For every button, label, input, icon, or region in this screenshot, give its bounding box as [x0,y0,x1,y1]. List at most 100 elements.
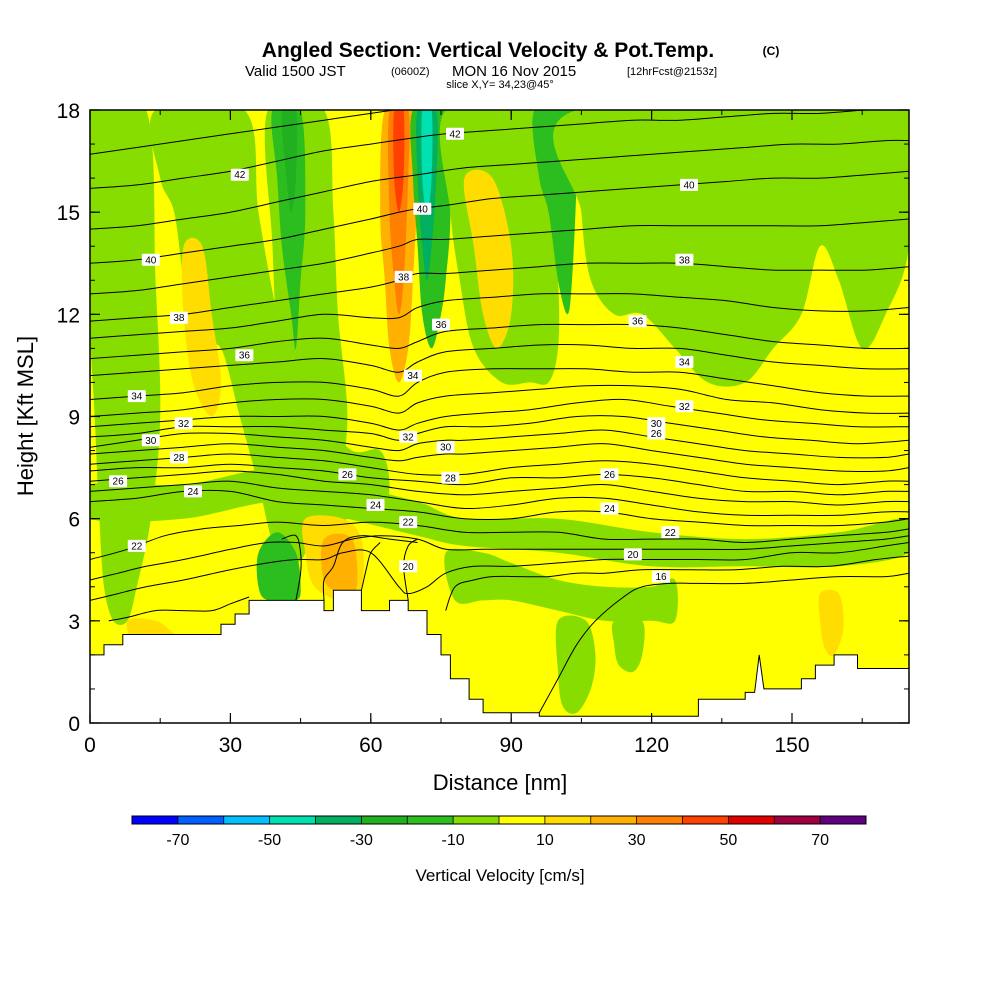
contour-label-42: 42 [230,168,249,181]
contour-label-30: 30 [141,434,160,447]
theta-contour-38 [90,262,909,322]
colorbar-tick-label: 70 [811,832,829,849]
velocity-region-updraft-surface-158 [818,589,844,657]
chart-title: Angled Section: Vertical Velocity & Pot.… [262,39,714,62]
theta-contour-26 [90,470,909,506]
colorbar-swatch [407,816,454,824]
x-axis: 0 30 60 90 120 150 [84,110,863,757]
velocity-region-mid-layer-sink [90,467,909,568]
x-tick-label: 150 [774,734,809,757]
velocity-region-updraft-right-mid [463,169,514,349]
x-tick-label: 30 [219,734,242,757]
contour-label-42b: 42 [446,127,464,140]
theta-contour-unlabeled-11 [108,596,250,622]
contour-label-text: 30 [651,419,663,430]
theta-contour-30 [90,429,909,459]
contour-label-34c: 34 [675,356,694,369]
colorbar: -70 -50 -30 -10 10 30 50 70 [131,815,867,849]
contour-label-text: 32 [679,402,691,413]
contour-label-40: 40 [141,253,160,266]
contour-label-34b: 34 [403,369,422,382]
contour-label-24b: 24 [366,499,385,512]
velocity-region-downdraft-plume-left [149,110,315,564]
colorbar-tick-label: -70 [166,832,189,849]
contour-label-text: 16 [655,572,667,583]
theta-contour-16 [538,572,909,714]
theta-contour-unlabeled-15 [403,538,418,601]
theta-contour-layer [90,110,909,714]
colorbar-swatch [590,816,637,824]
colorbar-swatch [315,816,362,824]
contour-label-text: 28 [445,473,457,484]
y-tick-label: 12 [57,304,80,327]
theta-contour-unlabeled-8 [90,443,909,472]
contour-label-text: 30 [145,436,157,447]
y-tick-label: 9 [68,407,80,430]
theta-contour-unlabeled-1 [90,293,909,339]
theta-contour-unlabeled-0 [90,344,909,377]
contour-label-text: 28 [173,453,185,464]
colorbar-tick-label: -50 [258,832,281,849]
contour-label-text: 24 [187,487,199,498]
contour-label-text: 26 [604,470,616,481]
theta-contour-unlabeled-6 [90,463,909,496]
y-tick-label: 6 [68,509,80,532]
contour-label-28: 28 [169,451,188,464]
theta-contour-36 [90,323,909,360]
theta-contour-unlabeled-2 [90,218,909,295]
contour-label-text: 30 [440,443,452,454]
contour-label-38c: 38 [675,253,694,266]
subtitle-date: MON 16 Nov 2015 [452,63,576,80]
contour-label-text: 20 [403,562,415,573]
terrain-mask [90,589,909,723]
theta-contour-unlabeled-10 [90,535,909,581]
contour-label-text: 20 [627,550,639,561]
y-tick-label: 0 [68,713,80,736]
contour-label-text: 40 [683,180,695,191]
terrain-layer [90,589,909,723]
colorbar-swatch [820,816,866,824]
contour-label-26b: 26 [338,468,357,481]
contour-label-text: 34 [407,371,419,382]
subtitle-valid: Valid 1500 JST [245,63,346,80]
contour-label-16: 16 [652,570,670,583]
velocity-region-strong-sink-38 [271,110,306,350]
theta-contour-32 [90,398,909,431]
contour-label-34: 34 [127,390,146,403]
chart-slice-label: slice X,Y= 34,23@45° [446,79,554,91]
colorbar-tick-label: 30 [628,832,646,849]
contour-label-text: 22 [131,541,143,552]
contour-label-32c: 32 [675,400,694,413]
x-tick-label: 90 [500,734,523,757]
y-tick-label: 15 [57,202,80,225]
theta-contour-22 [90,521,909,560]
contour-label-40b: 40 [413,202,432,215]
theta-contour-unlabeled-5 [90,384,909,417]
colorbar-swatch [361,816,408,824]
contour-label-26d: 26 [647,427,666,440]
theta-contour-34 [90,368,909,400]
colorbar-swatch [223,816,270,824]
contour-label-30c: 30 [647,417,666,430]
theta-contour-labels: 16 20 22 22 22 24 24 24 26 26 26 26 28 28 30 30 30 32 32 32… [109,127,698,583]
theta-contour-42 [90,110,909,189]
contour-label-text: 40 [145,255,157,266]
colorbar-swatch [177,816,224,824]
velocity-region-low-sink-83 [444,548,678,624]
contour-label-36c: 36 [628,315,647,328]
contour-label-text: 32 [403,432,415,443]
contour-label-text: 22 [665,528,677,539]
colorbar-tick-label: 10 [536,832,554,849]
x-axis-label: Distance [nm] [433,770,568,795]
theta-contour-unlabeled-9 [90,415,909,445]
contour-label-38b: 38 [394,270,413,283]
colorbar-title: Vertical Velocity [cm/s] [415,866,584,885]
contour-label-text: 26 [651,429,663,440]
subtitle-utc: (0600Z) [391,66,430,78]
y-tick-label: 18 [57,100,80,123]
colorbar-tick-label: 50 [720,832,738,849]
theta-contour-40 [90,170,909,264]
contour-label-text: 26 [342,470,354,481]
colorbar-swatch [453,816,499,824]
